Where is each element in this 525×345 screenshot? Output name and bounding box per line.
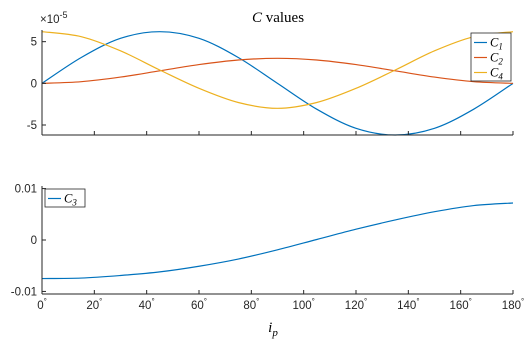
- legend-label-c4: C4: [490, 66, 503, 82]
- x-tick-value: 180: [502, 300, 521, 312]
- legend-box: [44, 188, 86, 208]
- x-tick-label: 20°: [86, 297, 102, 312]
- x-tick-value: 40: [139, 300, 152, 312]
- y-tick-label: 0.01: [15, 184, 37, 196]
- legend-label-symbol: C: [490, 51, 499, 65]
- series-line-c2: [41, 57, 514, 84]
- x-tick-value: 120: [345, 300, 364, 312]
- series-line-c1: [41, 31, 514, 136]
- top-plot-exponent: ×10-5: [40, 10, 68, 26]
- x-tick-label: 140°: [397, 297, 419, 312]
- legend-label-symbol: C: [64, 192, 73, 206]
- legend-label-sub: 1: [498, 42, 503, 52]
- x-tick-value: 160: [449, 300, 468, 312]
- x-tick-value: 0: [37, 300, 43, 312]
- legend-label-symbol: C: [490, 66, 499, 80]
- y-tick-label: 5: [31, 37, 37, 49]
- legend-label-symbol: C: [490, 36, 499, 50]
- legend-label-c1: C1: [490, 36, 503, 52]
- x-tick-value: 140: [397, 300, 416, 312]
- series-line-c4: [41, 31, 514, 109]
- x-tick-value: 100: [292, 300, 311, 312]
- legend-label-c2: C2: [490, 51, 503, 67]
- x-tick-unit: °: [364, 297, 367, 306]
- x-axis-label: ip: [268, 320, 278, 339]
- x-tick-unit: °: [521, 297, 524, 306]
- x-tick-unit: °: [151, 297, 154, 306]
- x-tick-label: 180°: [502, 297, 524, 312]
- x-tick-unit: °: [204, 297, 207, 306]
- legend-2: C3: [44, 188, 86, 208]
- x-tick-unit: °: [416, 297, 419, 306]
- legend-label-sub: 2: [498, 57, 503, 67]
- x-tick-label: 160°: [449, 297, 471, 312]
- y-tick-label: -0.01: [11, 286, 37, 298]
- x-tick-unit: °: [469, 297, 472, 306]
- x-tick-label: 60°: [191, 297, 207, 312]
- x-tick-label: 80°: [243, 297, 259, 312]
- x-tick-value: 20: [86, 300, 99, 312]
- y-tick-label: 0: [31, 235, 37, 247]
- y-tick-label: -5: [27, 120, 37, 132]
- x-tick-unit: °: [44, 297, 47, 306]
- y-tick-label: 0: [31, 78, 37, 90]
- x-tick-unit: °: [99, 297, 102, 306]
- x-tick-value: 60: [191, 300, 204, 312]
- series-line-c3: [41, 202, 514, 280]
- x-tick-label: 120°: [345, 297, 367, 312]
- legend-label-c3: C3: [64, 192, 77, 208]
- x-tick-label: 100°: [292, 297, 314, 312]
- x-tick-unit: °: [256, 297, 259, 306]
- x-tick-label: 40°: [139, 297, 155, 312]
- x-tick-unit: °: [312, 297, 315, 306]
- x-tick-label: 0°: [37, 297, 47, 312]
- x-tick-value: 80: [243, 300, 256, 312]
- top-plot-title: C values: [252, 10, 304, 26]
- legend-label-sub: 4: [498, 72, 503, 82]
- legend-label-sub: 3: [71, 198, 77, 208]
